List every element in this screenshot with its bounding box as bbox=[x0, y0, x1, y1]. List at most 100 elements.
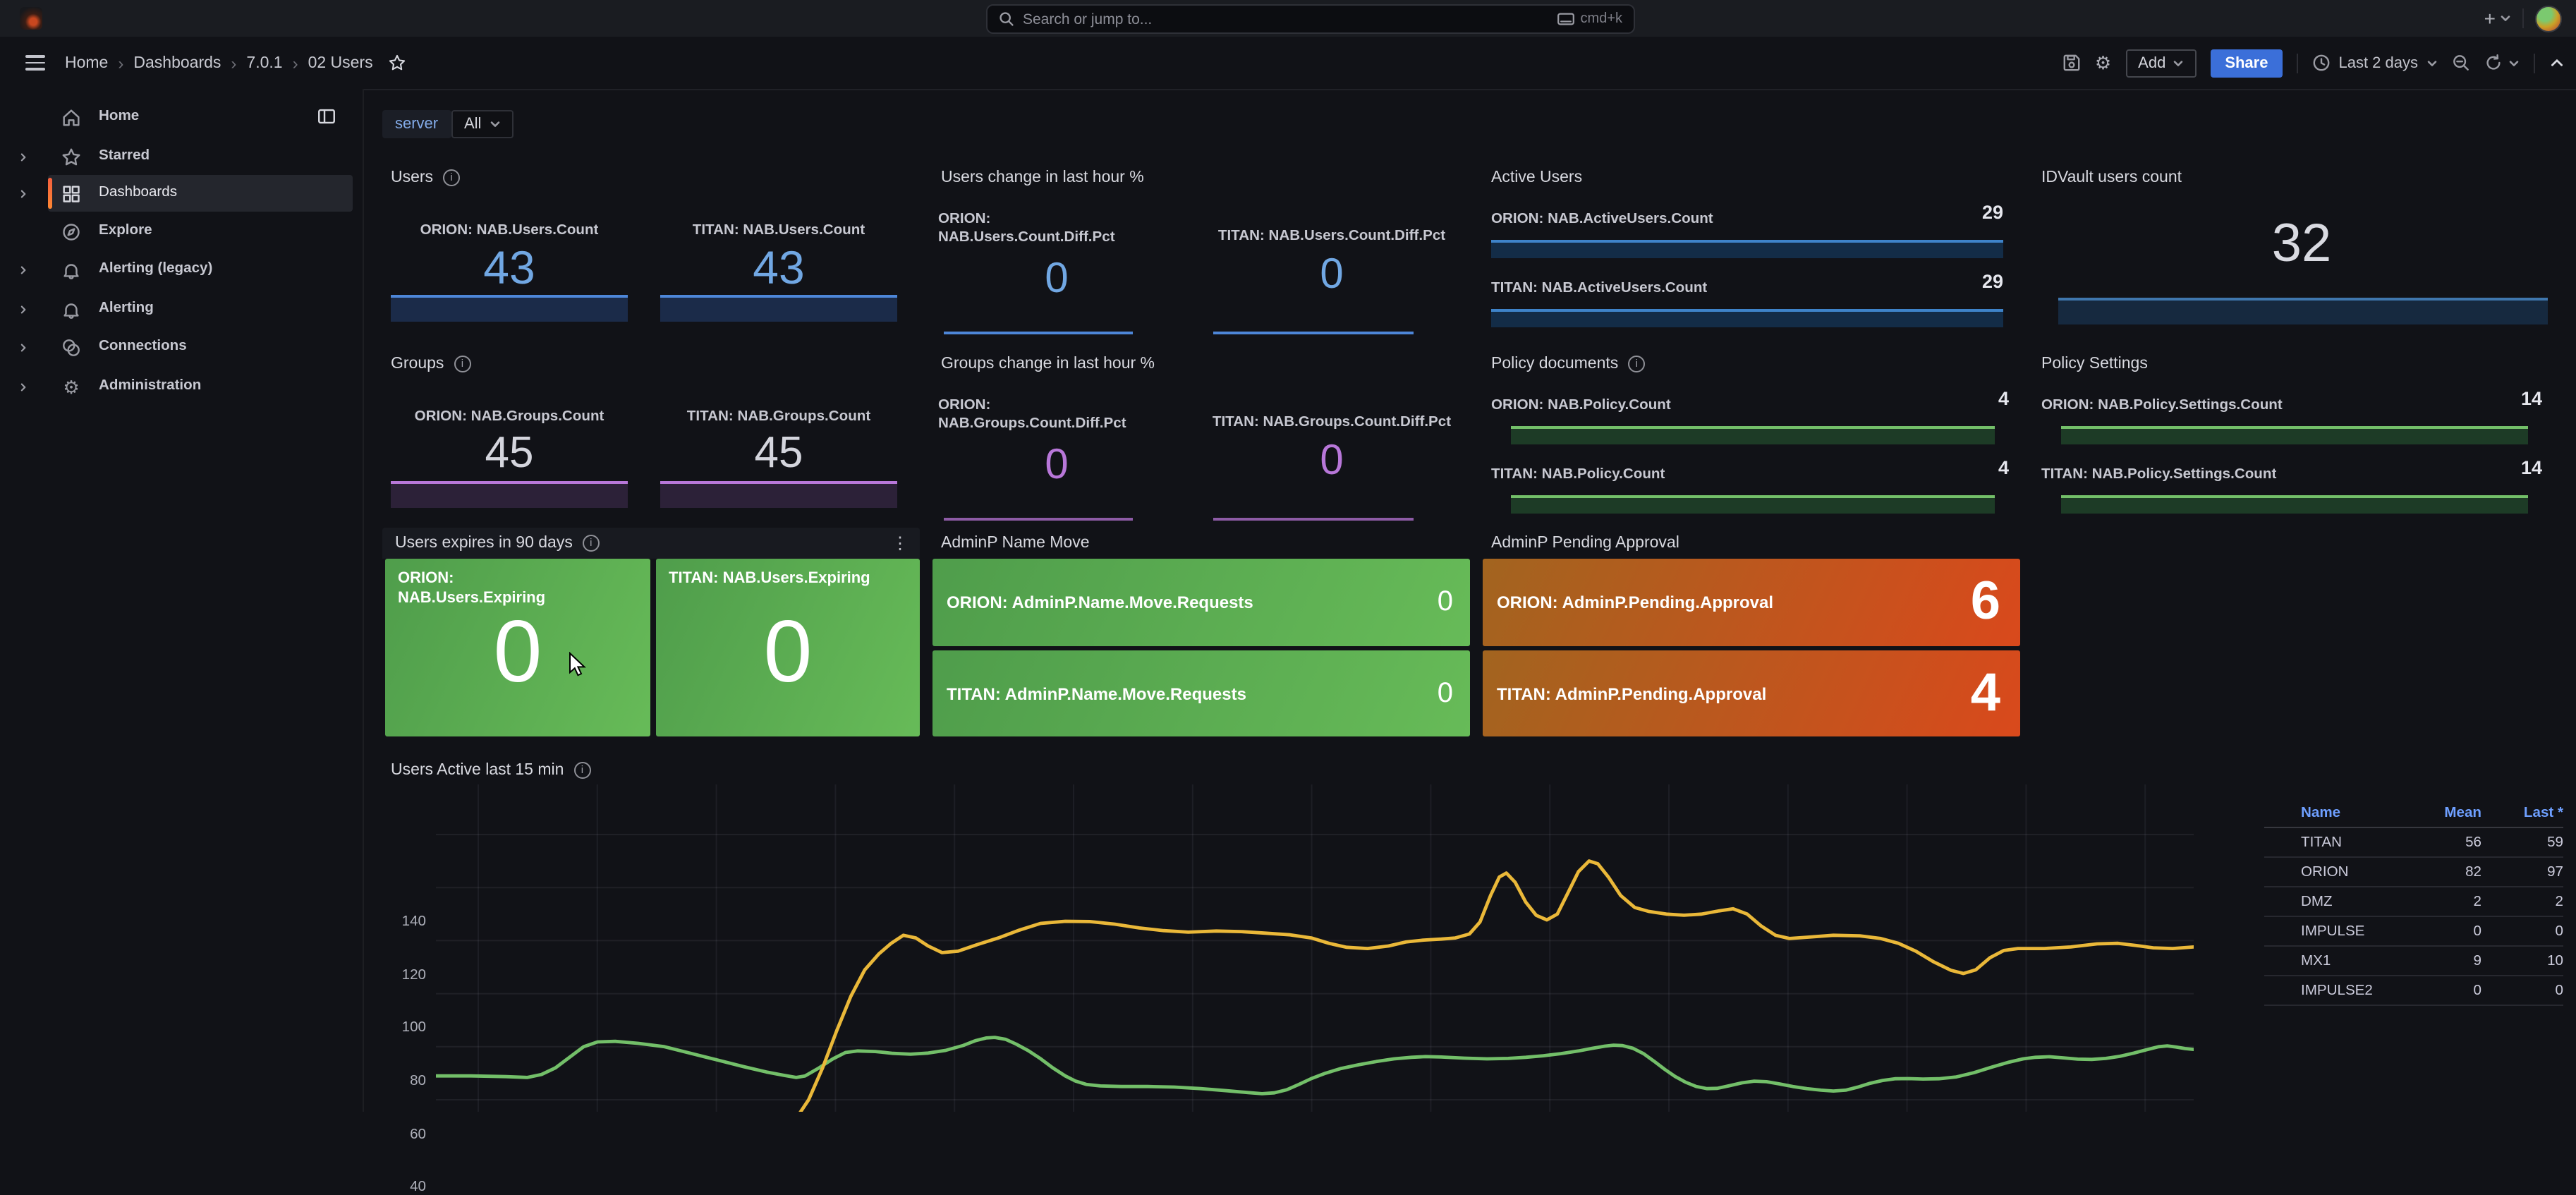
legend-col-mean[interactable]: Mean bbox=[2444, 805, 2481, 820]
dashboard-canvas: server All Users i ORION: NAB.Users.Count… bbox=[363, 89, 2576, 1195]
panel-policy-documents[interactable]: Policy documents i ORION: NAB.Policy.Coun… bbox=[1483, 344, 2020, 525]
time-series-plot[interactable] bbox=[436, 784, 2194, 1112]
bell-icon bbox=[63, 263, 79, 279]
sidebar-item-explore[interactable]: Explore bbox=[0, 213, 363, 250]
panel-groups[interactable]: Groups i ORION: NAB.Groups.Count 45 TITAN… bbox=[382, 344, 920, 525]
info-icon[interactable]: i bbox=[443, 169, 461, 186]
panel-groups-change[interactable]: Groups change in last hour % ORION: NAB.… bbox=[932, 344, 1470, 525]
stat-orion-users: ORION: NAB.Users.Count 43 bbox=[388, 223, 631, 324]
panel-menu-kebab-icon[interactable]: ⋮ bbox=[892, 533, 909, 553]
breadcrumb-separator: › bbox=[118, 53, 124, 73]
gauge-orion-policy: ORION: NAB.Policy.Count 4 bbox=[1491, 388, 2009, 444]
info-icon[interactable]: i bbox=[573, 762, 591, 779]
panel-title: AdminP Pending Approval bbox=[1491, 535, 1679, 552]
info-icon[interactable]: i bbox=[582, 535, 600, 552]
sidebar-item-connections[interactable]: Connections bbox=[0, 329, 363, 365]
panel-users-change[interactable]: Users change in last hour % ORION: NAB.U… bbox=[932, 158, 1470, 339]
panel-active-users[interactable]: Active Users ORION: NAB.ActiveUsers.Coun… bbox=[1483, 158, 2020, 339]
legend-row-titan[interactable]: TITAN 56 59 bbox=[2264, 828, 2563, 858]
chart-legend-table: Name Mean Last * TITAN 56 59 ORION 82 97… bbox=[2264, 799, 2563, 1006]
legend-row-orion[interactable]: ORION 82 97 bbox=[2264, 858, 2563, 887]
chevron-right-icon bbox=[20, 265, 26, 274]
y-tick: 120 bbox=[401, 968, 426, 983]
gauge-orion-active-users: ORION: NAB.ActiveUsers.Count 29 bbox=[1491, 202, 2003, 258]
favorite-star-icon[interactable] bbox=[389, 54, 407, 72]
user-avatar[interactable] bbox=[2535, 5, 2562, 32]
sidebar-item-administration[interactable]: ⚙ Administration bbox=[0, 368, 363, 405]
legend-row-impulse2[interactable]: IMPULSE2 0 0 bbox=[2264, 976, 2563, 1006]
legend-row-impulse[interactable]: IMPULSE 0 0 bbox=[2264, 917, 2563, 947]
chevron-down-icon bbox=[2427, 60, 2437, 66]
add-button[interactable]: Add bbox=[2125, 49, 2197, 77]
breadcrumb-dashboards[interactable]: Dashboards bbox=[133, 54, 221, 71]
plus-icon: + bbox=[2484, 7, 2496, 30]
search-input[interactable]: Search or jump to... cmd+k bbox=[986, 4, 1635, 34]
breadcrumb-separator: › bbox=[231, 53, 237, 73]
zoom-out-icon[interactable] bbox=[2452, 54, 2470, 72]
sidebar-item-dashboards[interactable]: Dashboards bbox=[0, 175, 363, 212]
panel-adminp-pending[interactable]: AdminP Pending Approval ORION: AdminP.Pe… bbox=[1483, 528, 2020, 736]
collapse-caret-icon[interactable] bbox=[2549, 55, 2565, 71]
stat-titan-groups: TITAN: NAB.Groups.Count 45 bbox=[657, 409, 900, 511]
panel-idvault[interactable]: IDVault users count 32 bbox=[2033, 158, 2570, 339]
active-highlight bbox=[48, 175, 353, 212]
search-shortcut: cmd+k bbox=[1557, 11, 1622, 27]
panel-title: Users change in last hour % bbox=[941, 169, 1144, 186]
new-button[interactable]: + bbox=[2484, 8, 2511, 28]
share-button[interactable]: Share bbox=[2211, 49, 2283, 77]
legend-col-name[interactable]: Name bbox=[2301, 805, 2341, 820]
dashboards-grid-icon bbox=[63, 185, 80, 202]
sidebar-item-starred[interactable]: Starred bbox=[0, 138, 363, 175]
tile-orion-name-move: ORION: AdminP.Name.Move.Requests 0 bbox=[932, 559, 1470, 646]
gauge-titan-policy-settings: TITAN: NAB.Policy.Settings.Count 14 bbox=[2041, 457, 2542, 514]
panel-policy-settings[interactable]: Policy Settings ORION: NAB.Policy.Settin… bbox=[2033, 344, 2570, 525]
info-icon[interactable]: i bbox=[454, 356, 471, 372]
panel-title: AdminP Name Move bbox=[941, 535, 1090, 552]
stat-orion-groups: ORION: NAB.Groups.Count 45 bbox=[388, 409, 631, 511]
refresh-button[interactable] bbox=[2484, 54, 2520, 72]
tile-titan-users-expiring: TITAN: NAB.Users.Expiring 0 bbox=[656, 559, 920, 736]
active-accent-bar bbox=[48, 178, 52, 209]
gauge-orion-policy-settings: ORION: NAB.Policy.Settings.Count 14 bbox=[2041, 388, 2542, 444]
dock-sidebar-icon[interactable] bbox=[317, 107, 336, 126]
panel-users-active-chart[interactable]: Users Active last 15 min i 140 120 100 80… bbox=[382, 748, 2570, 1195]
sidebar-item-alerting-legacy[interactable]: Alerting (legacy) bbox=[0, 251, 363, 288]
bar-gauge bbox=[1511, 495, 1995, 514]
breadcrumb-folder[interactable]: 7.0.1 bbox=[246, 54, 283, 71]
variable-label: server bbox=[382, 110, 451, 138]
panel-users-expiring[interactable]: Users expires in 90 days i ⋮ ORION: NAB.U… bbox=[382, 528, 920, 736]
panel-users[interactable]: Users i ORION: NAB.Users.Count 43 TITAN: … bbox=[382, 158, 920, 339]
stat-titan-users-diff: TITAN: NAB.Users.Count.Diff.Pct 0 bbox=[1208, 212, 1456, 339]
time-range-picker[interactable]: Last 2 days bbox=[2311, 54, 2438, 72]
legend-row-mx1[interactable]: MX1 9 10 bbox=[2264, 947, 2563, 976]
explore-compass-icon bbox=[63, 223, 80, 240]
variable-value-dropdown[interactable]: All bbox=[451, 110, 514, 138]
panel-adminp-name-move[interactable]: AdminP Name Move ORION: AdminP.Name.Move… bbox=[932, 528, 1470, 736]
y-tick: 140 bbox=[401, 914, 426, 930]
breadcrumb-home[interactable]: Home bbox=[65, 54, 109, 71]
bar-gauge bbox=[2061, 495, 2528, 514]
legend-col-last[interactable]: Last * bbox=[2523, 805, 2563, 820]
sidebar-item-home[interactable]: Home bbox=[0, 99, 363, 135]
info-icon[interactable]: i bbox=[1628, 356, 1646, 372]
breadcrumb-separator: › bbox=[292, 53, 298, 73]
chevron-down-icon bbox=[2501, 16, 2510, 21]
search-placeholder: Search or jump to... bbox=[1023, 11, 1153, 28]
save-icon[interactable] bbox=[2062, 54, 2081, 72]
legend-row-dmz[interactable]: DMZ 2 2 bbox=[2264, 887, 2563, 917]
gauge-titan-active-users: TITAN: NAB.ActiveUsers.Count 29 bbox=[1491, 271, 2003, 327]
gear-icon: ⚙ bbox=[63, 376, 80, 397]
chevron-right-icon bbox=[20, 189, 26, 198]
divider bbox=[2534, 53, 2535, 73]
y-tick: 100 bbox=[401, 1020, 426, 1036]
tile-titan-pending-approval: TITAN: AdminP.Pending.Approval 4 bbox=[1483, 650, 2020, 736]
keyboard-icon bbox=[1557, 13, 1575, 25]
menu-toggle-button[interactable] bbox=[25, 55, 45, 71]
panel-title: Groups bbox=[391, 356, 444, 372]
tile-orion-users-expiring: ORION: NAB.Users.Expiring 0 bbox=[385, 559, 650, 736]
stat-titan-groups-diff: TITAN: NAB.Groups.Count.Diff.Pct 0 bbox=[1208, 398, 1456, 525]
settings-gear-icon[interactable]: ⚙ bbox=[2094, 51, 2112, 73]
grafana-logo-icon[interactable] bbox=[20, 7, 42, 30]
y-tick: 60 bbox=[410, 1127, 426, 1143]
sidebar-item-alerting[interactable]: Alerting bbox=[0, 291, 363, 327]
